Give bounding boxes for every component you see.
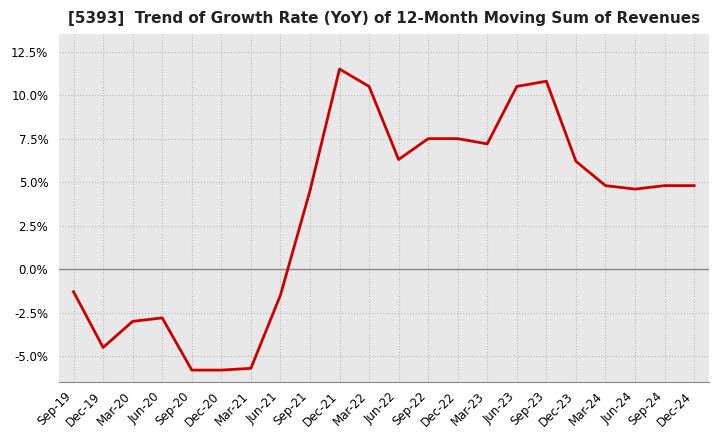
Title: [5393]  Trend of Growth Rate (YoY) of 12-Month Moving Sum of Revenues: [5393] Trend of Growth Rate (YoY) of 12-… [68,11,700,26]
